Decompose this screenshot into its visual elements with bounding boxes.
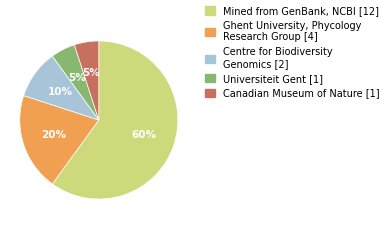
Wedge shape bbox=[20, 96, 99, 184]
Text: 10%: 10% bbox=[48, 87, 73, 97]
Wedge shape bbox=[52, 45, 99, 120]
Text: 5%: 5% bbox=[82, 68, 100, 78]
Legend: Mined from GenBank, NCBI [12], Ghent University, Phycology
Research Group [4], C: Mined from GenBank, NCBI [12], Ghent Uni… bbox=[204, 5, 380, 99]
Text: 20%: 20% bbox=[41, 130, 66, 140]
Text: 5%: 5% bbox=[68, 73, 86, 83]
Text: 60%: 60% bbox=[131, 130, 157, 140]
Wedge shape bbox=[24, 56, 99, 120]
Wedge shape bbox=[74, 41, 99, 120]
Wedge shape bbox=[52, 41, 178, 199]
